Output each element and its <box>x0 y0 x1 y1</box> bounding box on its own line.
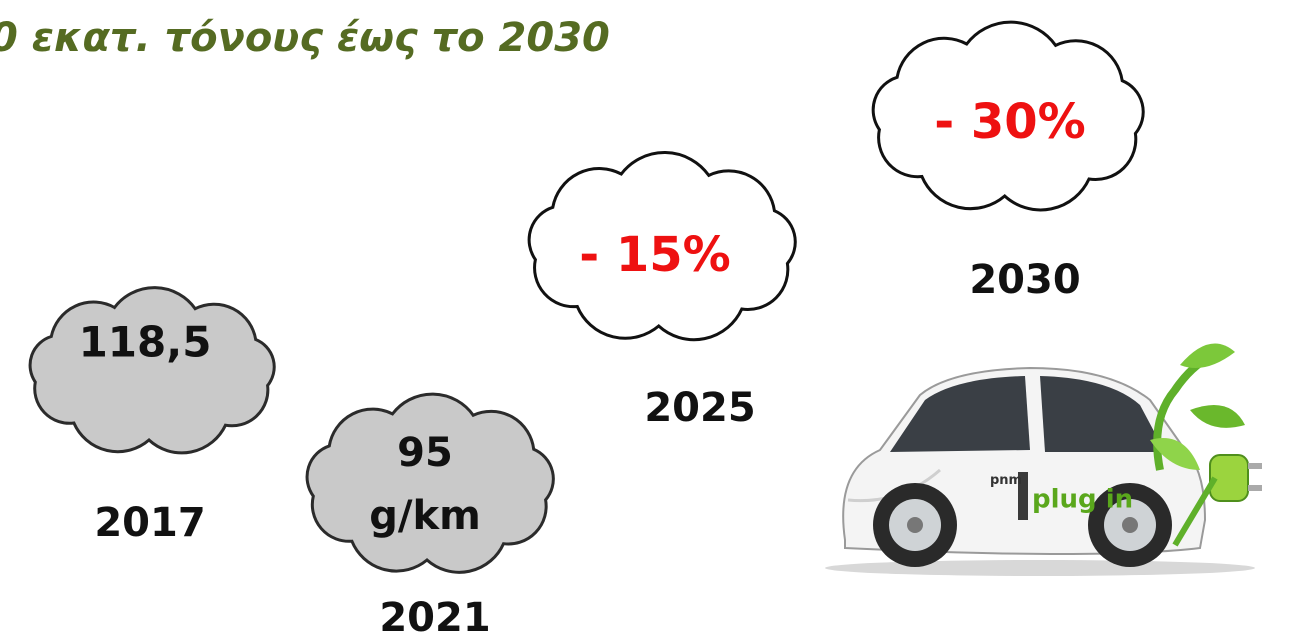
car-illustration: pnm plug in <box>825 344 1262 576</box>
year-label: 2021 <box>379 595 490 641</box>
year-label: 2025 <box>644 385 755 431</box>
cloud-unit: g/km <box>369 493 481 539</box>
cloud-value: 118,5 <box>79 318 212 367</box>
cloud-value: 95 <box>397 430 453 476</box>
year-label: 2030 <box>969 257 1080 303</box>
car-logo-small: pnm <box>990 473 1022 488</box>
cloud-value: - 30% <box>934 94 1086 150</box>
cloud-value: - 15% <box>579 227 731 283</box>
title: 0 εκατ. τόνους έως το 2030 <box>0 15 610 61</box>
car-logo: plug in <box>1032 485 1133 515</box>
cloud <box>30 288 274 453</box>
year-label: 2017 <box>94 500 205 546</box>
page: 0 εκατ. τόνους έως το 2030 118,5 95 g/km… <box>0 0 1294 643</box>
slide: 0 εκατ. τόνους έως το 2030 118,5 95 g/km… <box>0 0 1294 643</box>
cloud <box>307 394 553 572</box>
